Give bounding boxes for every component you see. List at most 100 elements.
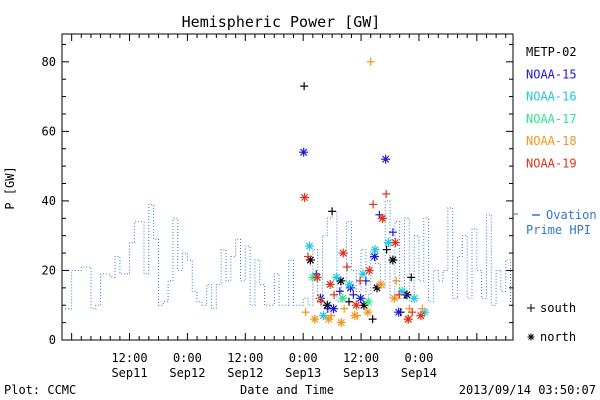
star-stroke: [325, 315, 333, 323]
north-noaa-16-point: [304, 241, 314, 251]
star-stroke: [365, 266, 373, 275]
star-stroke: [390, 294, 398, 302]
south-noaa-15-point: [349, 290, 358, 299]
legend-entry-noaa-15: NOAA-15: [526, 67, 577, 81]
north-noaa-15-point: [329, 304, 339, 314]
south-metp-02-point: [407, 273, 416, 282]
north-noaa-19-point: [390, 238, 400, 248]
south-noaa-18-point: [418, 304, 427, 313]
star-stroke: [384, 239, 393, 247]
south-noaa-19-point: [304, 252, 312, 261]
x-tick-date-label: Sep13: [343, 366, 379, 380]
north-noaa-16-point: [318, 311, 328, 321]
ovation-hpi-line: [62, 200, 516, 310]
south-noaa-18-point: [301, 308, 310, 317]
south-metp-02-point: [382, 245, 391, 254]
x-tick-date-label: Sep14: [401, 366, 437, 380]
x-tick-date-label: Sep12: [169, 366, 205, 380]
star-stroke: [378, 214, 386, 222]
x-tick-time-label: 12:00: [227, 351, 263, 365]
star-stroke: [398, 287, 406, 295]
y-tick-label: 20: [42, 263, 56, 277]
north-noaa-15-point: [299, 147, 309, 157]
footer-timestamp: 2013/09/14 03:50:07: [459, 383, 596, 397]
south-noaa-19-point: [343, 262, 352, 271]
star-stroke: [370, 252, 379, 261]
y-axis: 0 20 40 60 80: [42, 43, 513, 347]
legend-north-star-stroke: [528, 334, 534, 340]
x-tick-time-label: 12:00: [111, 351, 147, 365]
satellite-markers: [299, 57, 430, 328]
star-stroke: [301, 193, 309, 202]
star-stroke: [417, 312, 425, 320]
north-noaa-15-point: [381, 154, 391, 164]
star-stroke: [337, 277, 345, 285]
south-noaa-19-point: [330, 290, 339, 299]
chart-title: Hemispheric Power [GW]: [182, 13, 381, 31]
star-stroke: [377, 280, 385, 288]
north-noaa-18-point: [324, 314, 334, 324]
north-noaa-19-point: [351, 300, 361, 310]
south-noaa-19-point: [395, 290, 404, 299]
star-stroke: [395, 308, 403, 316]
north-noaa-16-point: [370, 245, 380, 255]
south-metp-02-point: [345, 297, 353, 306]
star-stroke: [346, 284, 355, 292]
north-noaa-17-point: [363, 297, 373, 307]
legend-south-marker: [527, 304, 535, 312]
star-stroke: [300, 148, 308, 156]
footer-plot-credit: Plot: CCMC: [4, 383, 76, 397]
north-noaa-19-point: [312, 272, 322, 282]
legend-north-marker: [527, 333, 535, 341]
south-noaa-15-point: [388, 228, 397, 237]
y-tick-label: 60: [42, 124, 56, 138]
south-metp-02-point: [300, 82, 309, 91]
star-stroke: [410, 294, 418, 302]
x-tick-time-label: 0:00: [404, 351, 433, 365]
star-stroke: [339, 294, 347, 302]
north-noaa-18-point: [389, 293, 399, 303]
x-axis: 12:00Sep110:00Sep1212:00Sep120:00Sep1312…: [71, 34, 507, 380]
legend-north-label: north: [540, 330, 576, 344]
south-noaa-18-point: [340, 304, 349, 313]
legend-entry-noaa-16: NOAA-16: [526, 90, 577, 104]
x-tick-date-label: Sep11: [111, 366, 147, 380]
y-tick-label: 80: [42, 55, 56, 69]
x-tick-time-label: 0:00: [173, 351, 202, 365]
legend-ovation-label-line2: Prime HPI: [526, 223, 591, 237]
star-stroke: [345, 280, 354, 288]
star-stroke: [311, 315, 319, 323]
north-noaa-19-point: [325, 279, 335, 289]
star-stroke: [359, 270, 367, 278]
legend-entry-noaa-19: NOAA-19: [526, 157, 577, 171]
x-tick-date-label: Sep12: [227, 366, 263, 380]
north-noaa-18-point: [310, 314, 320, 324]
south-noaa-19-point: [382, 189, 391, 198]
star-stroke: [332, 273, 341, 282]
star-stroke: [329, 305, 338, 313]
star-stroke: [364, 298, 372, 306]
star-stroke: [351, 312, 359, 320]
star-stroke: [306, 256, 315, 264]
south-noaa-18-point: [366, 57, 375, 66]
x-tick-time-label: 0:00: [289, 351, 318, 365]
plot-frame: [61, 33, 514, 341]
star-stroke: [305, 242, 314, 250]
north-noaa-18-point: [376, 279, 386, 289]
star-stroke: [356, 294, 365, 302]
star-stroke: [352, 301, 360, 309]
legend-ovation-label: Ovation: [546, 208, 597, 222]
star-stroke: [382, 155, 390, 163]
star-stroke: [391, 239, 399, 247]
south-metp-02-point: [328, 207, 337, 216]
y-tick-label: 40: [42, 194, 56, 208]
north-noaa-16-point: [344, 279, 354, 289]
south-noaa-19-point: [317, 297, 326, 306]
north-noaa-15-point: [394, 307, 404, 317]
north-noaa-19-point: [300, 192, 310, 202]
north-noaa-18-point: [350, 311, 360, 321]
south-noaa-18-point: [392, 276, 401, 285]
legend-south-label: south: [540, 301, 576, 315]
star-stroke: [319, 312, 328, 320]
